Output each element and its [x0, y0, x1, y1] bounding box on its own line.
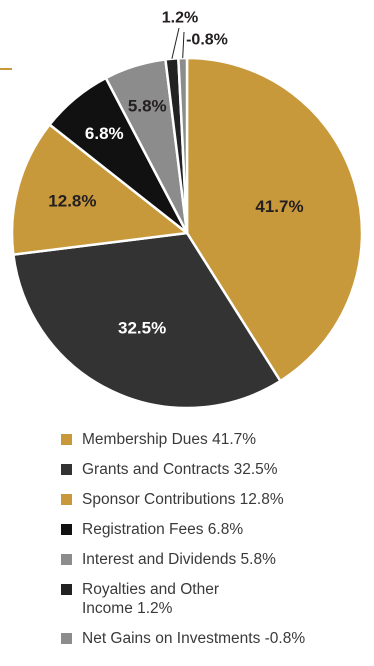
legend-swatch — [61, 464, 72, 475]
legend-swatch — [61, 554, 72, 565]
legend: Membership Dues 41.7% Grants and Contract… — [61, 430, 366, 659]
legend-label: Sponsor Contributions 12.8% — [82, 491, 284, 508]
slice-label-sponsor-contributions: 12.8% — [48, 192, 96, 211]
slice-label-membership-dues: 41.7% — [255, 197, 303, 216]
pie-slice-sponsor-contributions — [10, 123, 189, 256]
legend-item: Net Gains on Investments -0.8% — [61, 629, 366, 648]
legend-label: Grants and Contracts 32.5% — [82, 461, 278, 478]
slice-labels: 41.7% 32.5% 12.8% 6.8%5.8% 1.2% -0.8% — [48, 10, 303, 338]
legend-swatch — [61, 524, 72, 535]
pie-slice-grants-and-contracts — [12, 231, 282, 410]
legend-label: Interest and Dividends 5.8% — [82, 551, 276, 568]
legend-label: Royalties and Other Income 1.2% — [82, 581, 219, 617]
leader-lines — [171, 27, 185, 59]
pie-slices — [10, 56, 364, 410]
slice-label-interest-and-dividends: 5.8% — [128, 97, 167, 116]
slice-label-grants-and-contracts: 32.5% — [118, 318, 166, 337]
legend-item: Sponsor Contributions 12.8% — [61, 490, 366, 509]
leader-line — [182, 31, 185, 59]
legend-item: Membership Dues 41.7% — [61, 430, 366, 449]
legend-label: Registration Fees 6.8% — [82, 521, 244, 538]
legend-swatch — [61, 584, 72, 595]
slice-label-net-gains-on-investments: -0.8% — [186, 32, 228, 49]
leader-line — [171, 27, 180, 59]
legend-swatch — [61, 434, 72, 445]
legend-item: Grants and Contracts 32.5% — [61, 460, 366, 479]
legend-swatch — [61, 494, 72, 505]
slice-label-royalties-and-other-income: 1.2% — [162, 10, 198, 27]
legend-swatch — [61, 633, 72, 644]
legend-label: Membership Dues 41.7% — [82, 431, 257, 448]
legend-item: Royalties and Other Income 1.2% — [61, 580, 366, 618]
legend-item: Registration Fees 6.8% — [61, 520, 366, 539]
legend-item: Interest and Dividends 5.8% — [61, 550, 366, 569]
pie-chart: 41.7% 32.5% 12.8% 6.8%5.8% 1.2% -0.8% — [0, 10, 364, 410]
slice-label-registration-fees: 6.8% — [85, 124, 124, 143]
legend-label: Net Gains on Investments -0.8% — [82, 630, 306, 647]
